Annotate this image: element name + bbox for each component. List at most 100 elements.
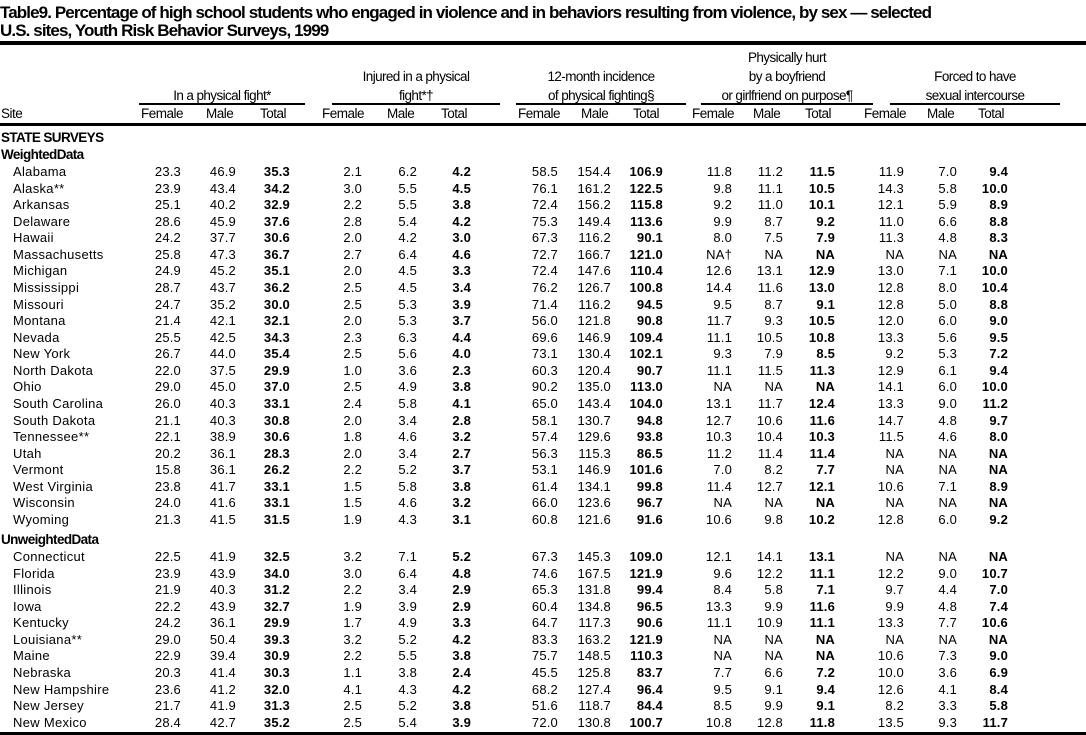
cell-value: 10.0 [981, 379, 1008, 395]
cell-value: 8.0 [713, 230, 732, 246]
table-row: Mississippi 28.7 43.7 36.2 2.5 4.5 3.4 76.2 126.… [0, 280, 1086, 297]
cell-value: 36.1 [209, 445, 236, 461]
site-name: Delaware [13, 213, 71, 229]
cell-value: 32.0 [263, 681, 290, 697]
cell-value: NA [885, 462, 904, 478]
cell-value: 9.4 [989, 362, 1008, 378]
cell-value: NA [713, 648, 732, 664]
cell-value: 41.7 [209, 478, 236, 494]
cell-value: 7.3 [938, 648, 957, 664]
cell-value: 13.0 [808, 279, 835, 295]
cell-value: 109.4 [629, 329, 663, 345]
cell-value: 2.1 [343, 164, 362, 179]
cell-value: 21.1 [154, 412, 181, 428]
cell-value: 110.4 [630, 263, 663, 279]
cell-value: 12.8 [877, 296, 904, 312]
cell-value: 9.2 [989, 511, 1008, 527]
cell-value: 50.4 [209, 631, 236, 647]
cell-value: 41.9 [209, 549, 236, 564]
cell-value: 126.7 [577, 279, 611, 295]
cell-value: 3.8 [452, 197, 471, 213]
cell-value: 3.4 [398, 582, 417, 598]
site-name: Alaska** [13, 180, 65, 196]
cell-value: 57.4 [531, 429, 558, 445]
subcolumn-header-total: Total [260, 106, 287, 121]
cell-value: 5.5 [398, 648, 417, 664]
group-underline [332, 103, 500, 105]
cell-value: 40.3 [209, 395, 236, 411]
cell-value: 1.9 [343, 598, 362, 614]
cell-value: 1.1 [343, 664, 362, 680]
cell-value: 35.1 [263, 263, 290, 279]
cell-value: 1.0 [343, 362, 362, 378]
cell-value: 8.5 [816, 346, 835, 362]
cell-value: 4.4 [938, 582, 957, 598]
cell-value: 12.9 [808, 263, 835, 279]
cell-value: 167.5 [577, 565, 611, 581]
site-name: Illinois [13, 582, 52, 598]
cell-value: 2.3 [452, 362, 471, 378]
cell-value: 39.4 [209, 648, 236, 664]
cell-value: 115.8 [630, 197, 663, 213]
cell-value: 6.2 [398, 164, 417, 179]
cell-value: 7.5 [764, 230, 783, 246]
cell-value: 37.0 [263, 379, 290, 395]
cell-value: 7.1 [398, 549, 417, 564]
cell-value: 9.2 [713, 197, 732, 213]
cell-value: 6.4 [398, 246, 417, 262]
site-name: Vermont [13, 462, 64, 478]
cell-value: 8.9 [989, 478, 1008, 494]
cell-value: 11.7 [757, 395, 783, 411]
cell-value: 58.5 [531, 164, 558, 179]
cell-value: 4.1 [938, 681, 957, 697]
cell-value: 3.0 [343, 180, 362, 196]
cell-value: NA [988, 631, 1008, 647]
cell-value: 11.3 [809, 362, 835, 378]
cell-value: 5.3 [398, 296, 417, 312]
group-underline [701, 103, 873, 105]
table-row: South Dakota 21.1 40.3 30.8 2.0 3.4 2.8 58.1 130… [0, 413, 1086, 430]
cell-value: 5.8 [989, 698, 1008, 714]
cell-value: 41.6 [209, 495, 236, 511]
cell-value: 143.4 [577, 395, 611, 411]
cell-value: 29.0 [154, 631, 181, 647]
cell-value: 8.0 [989, 429, 1008, 445]
cell-value: 96.7 [636, 495, 663, 511]
site-name: Wisconsin [13, 495, 75, 511]
cell-value: 72.0 [531, 714, 558, 730]
group-underline [139, 103, 305, 105]
table-row: Louisiana** 29.0 50.4 39.3 3.2 5.2 4.2 83.3 163.… [0, 632, 1086, 649]
cell-value: 117.3 [578, 615, 611, 631]
group-header-line: fight*† [398, 88, 434, 103]
cell-value: 12.1 [877, 197, 904, 213]
cell-value: 3.8 [452, 379, 471, 395]
cell-value: 121.0 [629, 246, 663, 262]
cell-value: 2.5 [343, 296, 362, 312]
cell-value: 99.8 [636, 478, 663, 494]
cell-value: 38.9 [209, 429, 236, 445]
cell-value: 94.5 [636, 296, 663, 312]
subcolumn-header-female: Female [864, 106, 907, 121]
subcolumn-header-male: Male [753, 106, 781, 121]
cell-value: 35.3 [263, 164, 290, 179]
group-header-line: by a boyfriend [748, 69, 826, 84]
cell-value: 11.1 [706, 362, 732, 378]
table-row: Nevada 25.5 42.5 34.3 2.3 6.3 4.4 69.6 146.9 109.… [0, 330, 1086, 347]
cell-value: 24.0 [154, 495, 181, 511]
cell-value: 2.5 [343, 698, 362, 714]
site-name: Tennessee** [13, 429, 90, 445]
cell-value: 10.6 [877, 648, 904, 664]
cell-value: 2.9 [452, 598, 471, 614]
cell-value: 13.3 [705, 598, 732, 614]
cell-value: 9.7 [885, 582, 904, 598]
cell-value: 4.6 [398, 429, 417, 445]
cell-value: 90.8 [636, 313, 663, 329]
table-row: Wyoming 21.3 41.5 31.5 1.9 4.3 3.1 60.8 121.6 91.… [0, 512, 1086, 529]
title-line-1: Table9. Percentage of high school studen… [0, 3, 932, 22]
cell-value: 56.0 [531, 313, 558, 329]
cell-value: 9.3 [713, 346, 732, 362]
cell-value: 121.9 [629, 565, 663, 581]
cell-value: 116.2 [578, 296, 611, 312]
cell-value: 94.8 [636, 412, 663, 428]
cell-value: 6.4 [398, 565, 417, 581]
